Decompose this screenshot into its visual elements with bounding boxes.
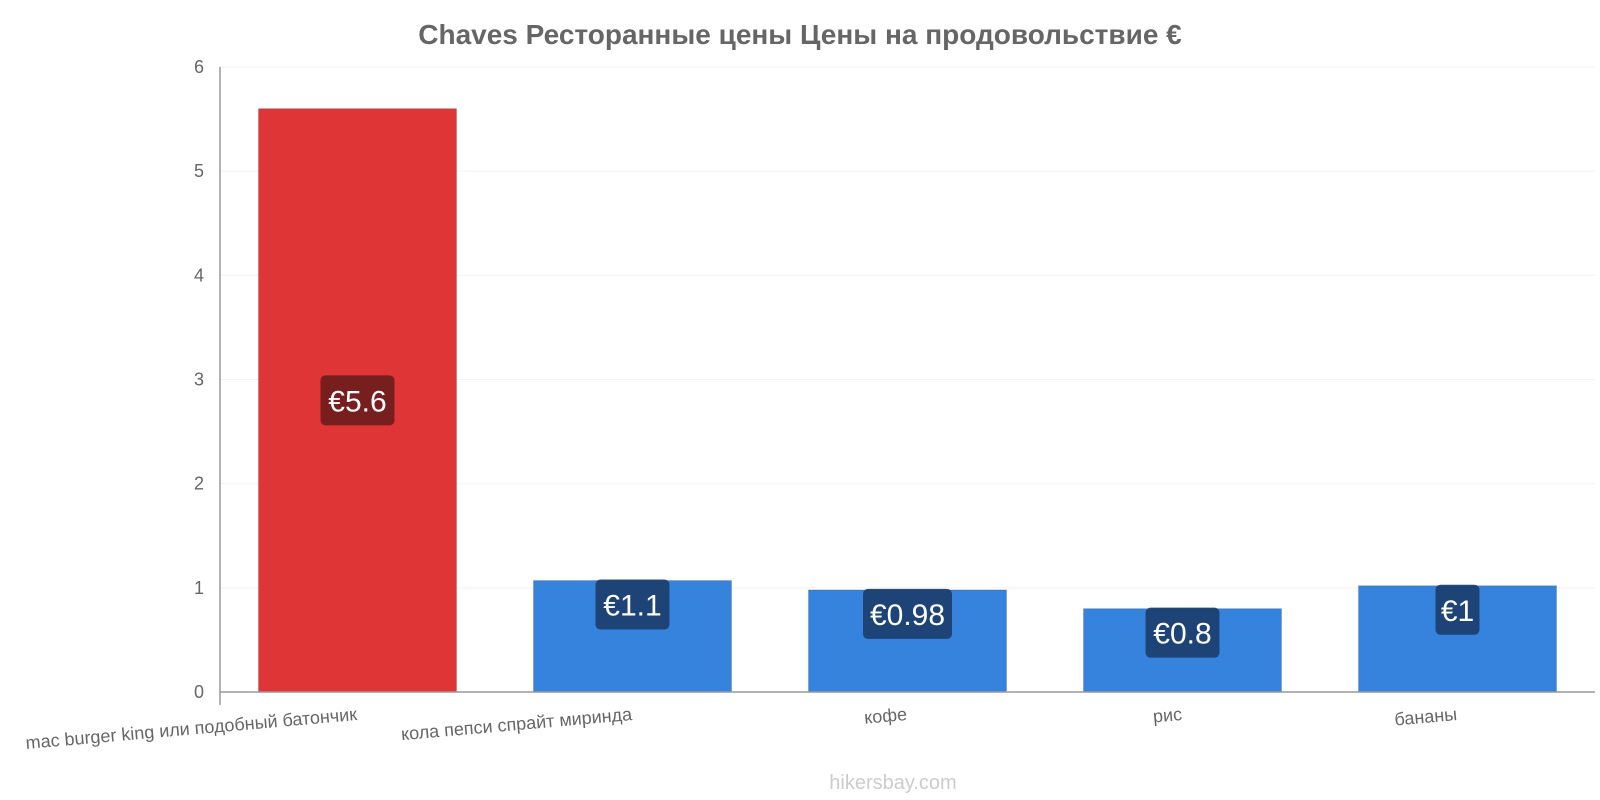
data-label-box: [1435, 584, 1480, 635]
y-tick-label: 0: [194, 682, 204, 702]
y-axis-ticks: 0 1 2 3 4 5 6: [194, 57, 204, 702]
x-tick-label: кофе: [863, 704, 908, 728]
axes: [219, 67, 1595, 705]
x-axis-ticks: mac burger king или подобный батончик кол…: [25, 704, 1458, 753]
x-tick-label: mac burger king или подобный батончик: [25, 704, 358, 753]
data-label-box: [595, 579, 670, 630]
data-label: €5.6: [328, 385, 386, 418]
y-tick-label: 2: [194, 474, 204, 494]
y-tick-label: 5: [194, 161, 204, 181]
data-label: €0.8: [1153, 618, 1211, 651]
y-tick-label: 4: [194, 265, 204, 285]
x-tick-label: кола пепси спрайт миринда: [400, 704, 634, 744]
y-tick-label: 6: [194, 57, 204, 77]
y-tick-label: 1: [194, 578, 204, 598]
watermark: hikersbay.com: [829, 772, 956, 794]
chart-title: Chaves Ресторанные цены Цены на продовол…: [418, 19, 1182, 50]
data-label: €1: [1441, 595, 1474, 628]
x-tick-label: рис: [1152, 704, 1183, 726]
data-label: €0.98: [870, 599, 945, 632]
y-tick-label: 3: [194, 370, 204, 390]
data-label-box: [320, 375, 395, 426]
data-label: €1.1: [603, 590, 661, 623]
data-label-box: [863, 588, 952, 639]
x-tick-label: бананы: [1394, 704, 1458, 729]
data-labels: €5.6 €1.1 €0.98 €0.8 €1: [320, 375, 1480, 658]
data-label-box: [1145, 607, 1220, 658]
